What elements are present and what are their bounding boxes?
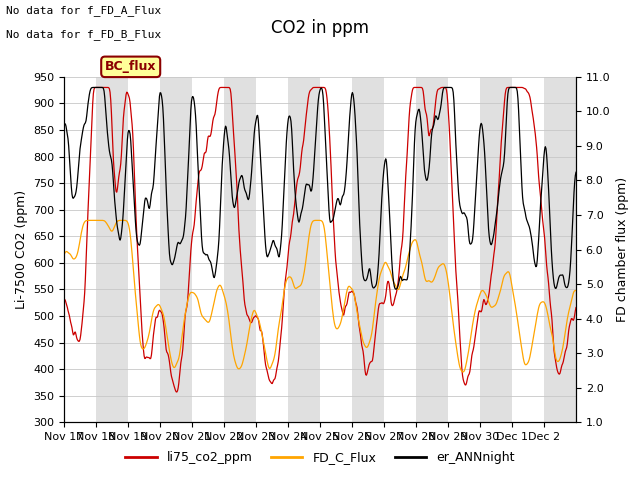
Y-axis label: Li-7500 CO2 (ppm): Li-7500 CO2 (ppm) [15, 190, 28, 309]
Bar [160, 77, 192, 422]
Bar [480, 77, 512, 422]
Bar [544, 77, 576, 422]
Bar [224, 77, 256, 422]
Text: BC_flux: BC_flux [105, 60, 156, 73]
Legend: li75_co2_ppm, FD_C_Flux, er_ANNnight: li75_co2_ppm, FD_C_Flux, er_ANNnight [120, 446, 520, 469]
Bar [288, 77, 320, 422]
Text: No data for f_FD_B_Flux: No data for f_FD_B_Flux [6, 29, 162, 40]
Bar [416, 77, 448, 422]
Text: No data for f_FD_A_Flux: No data for f_FD_A_Flux [6, 5, 162, 16]
Text: CO2 in ppm: CO2 in ppm [271, 19, 369, 37]
Y-axis label: FD chamber flux (ppm): FD chamber flux (ppm) [616, 177, 629, 322]
Bar [352, 77, 384, 422]
Bar [96, 77, 128, 422]
